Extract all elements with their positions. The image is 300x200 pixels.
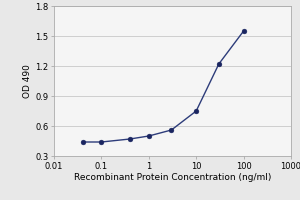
Y-axis label: OD 490: OD 490	[23, 64, 32, 98]
X-axis label: Recombinant Protein Concentration (ng/ml): Recombinant Protein Concentration (ng/ml…	[74, 173, 271, 182]
